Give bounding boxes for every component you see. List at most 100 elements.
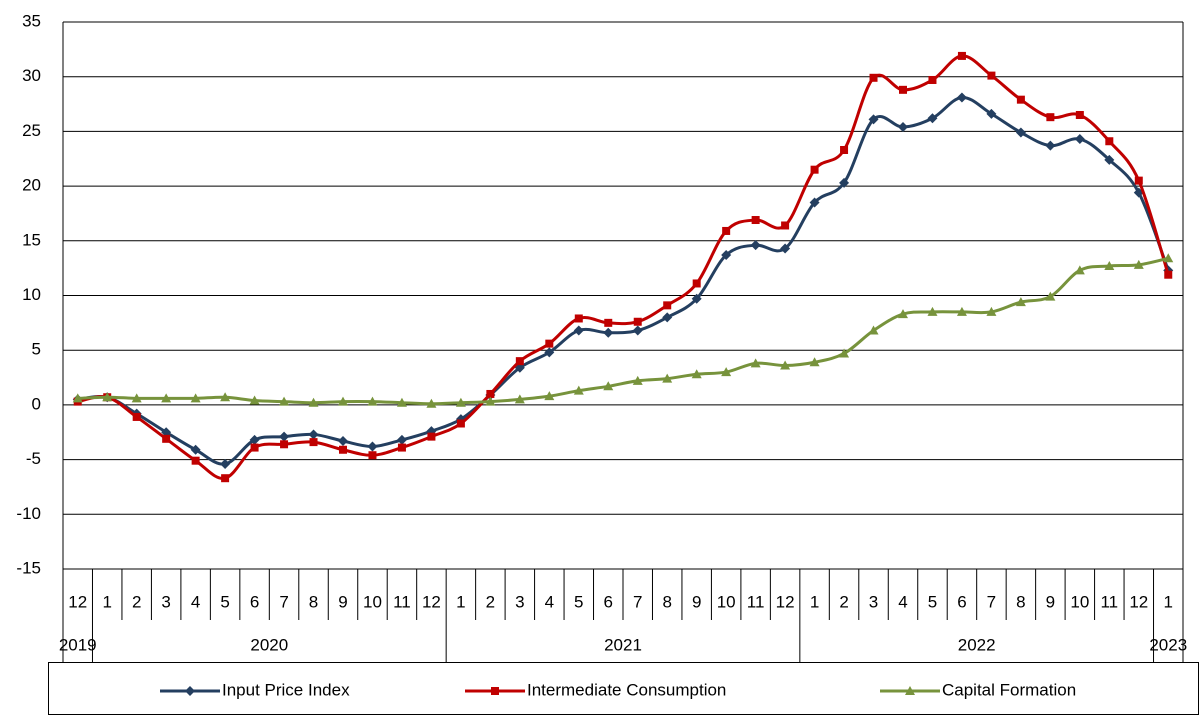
y-tick-label: 25 [22,121,41,140]
x-tick-label: 10 [363,592,382,611]
marker [1016,95,1025,104]
marker [868,325,879,335]
marker [544,347,555,358]
marker [604,318,613,327]
marker [221,474,230,483]
year-label: 2020 [250,635,288,654]
marker [927,306,938,316]
marker [191,456,200,465]
marker [338,396,348,406]
marker [185,686,195,696]
x-tick-label: 9 [692,592,701,611]
marker [1133,259,1144,269]
marker [491,687,499,695]
x-tick-label: 1 [810,592,819,611]
marker [339,445,347,454]
marker [840,145,849,154]
y-tick-label: 5 [32,340,41,359]
marker [956,306,967,316]
marker [427,432,436,441]
marker [1074,265,1085,275]
marker [905,686,915,695]
marker [632,325,643,336]
marker [899,85,907,94]
marker [485,396,496,406]
marker [957,51,966,60]
x-tick-label: 6 [250,592,259,611]
y-tick-label: -5 [26,449,41,468]
x-tick-label: 12 [776,592,795,611]
x-tick-label: 10 [717,592,736,611]
marker [368,451,377,460]
marker [781,221,790,230]
marker [249,395,260,405]
marker [839,177,850,188]
marker [721,250,732,261]
marker [574,314,583,323]
y-tick-label: 20 [22,176,41,195]
x-tick-label: 7 [279,592,288,611]
marker [1164,270,1173,279]
marker [249,434,260,445]
marker [132,412,141,421]
x-tick-label: 1 [1164,592,1173,611]
legend-label: Intermediate Consumption [527,680,726,699]
marker [986,108,997,119]
marker [573,385,584,395]
marker [1163,253,1174,263]
x-tick-label: 6 [604,592,613,611]
y-tick-label: -15 [16,558,41,577]
marker [722,226,731,235]
marker [190,444,201,455]
x-tick-label: 7 [987,592,996,611]
marker [220,392,231,402]
marker [367,396,378,406]
marker [1105,137,1114,146]
marker [898,122,908,133]
marker [250,443,259,452]
x-tick-label: 10 [1070,592,1089,611]
x-tick-label: 4 [545,592,554,611]
marker [1074,134,1085,145]
x-tick-label: 9 [338,592,347,611]
x-tick-label: 8 [662,592,671,611]
marker [1015,297,1026,307]
x-tick-label: 1 [456,592,465,611]
marker [632,375,643,385]
x-tick-label: 3 [161,592,170,611]
marker [721,367,732,377]
marker [839,348,850,358]
x-tick-label: 8 [309,592,318,611]
marker [545,339,554,348]
marker [396,434,407,445]
x-tick-label: 12 [1129,592,1148,611]
marker [810,165,819,174]
y-tick-label: 0 [32,394,41,413]
x-tick-label: 11 [747,592,765,611]
x-tick-label: 11 [1100,592,1118,611]
marker [1104,260,1115,270]
marker [662,373,673,383]
x-tick-label: 6 [957,592,966,611]
x-tick-label: 11 [393,592,411,611]
x-tick-label: 5 [220,592,229,611]
x-tick-label: 12 [422,592,441,611]
marker [633,317,642,326]
marker [396,397,407,407]
x-tick-label: 4 [191,592,200,611]
marker [809,357,820,367]
x-tick-label: 2 [839,592,848,611]
marker [1104,154,1115,165]
marker [663,301,672,310]
marker [869,73,878,82]
x-tick-label: 2 [486,592,495,611]
x-tick-label: 8 [1016,592,1025,611]
marker [514,394,525,404]
marker [309,438,318,447]
x-tick-label: 7 [633,592,642,611]
marker [691,293,702,304]
marker [338,436,348,447]
marker [161,393,172,403]
marker [750,358,761,368]
marker [1045,140,1056,151]
